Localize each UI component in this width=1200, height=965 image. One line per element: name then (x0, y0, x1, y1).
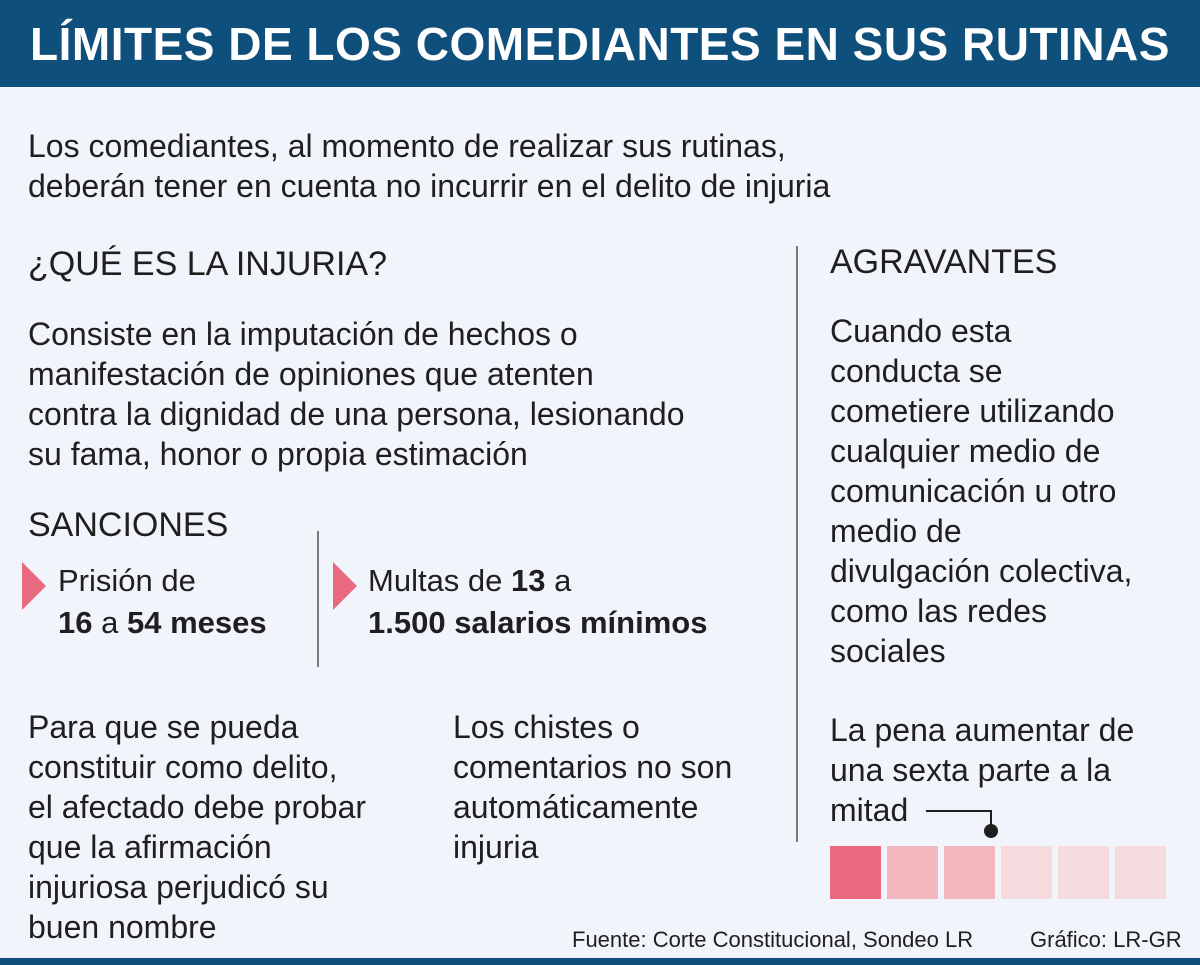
agravante-line: como las redes (830, 593, 1047, 629)
agravantes-heading: AGRAVANTES (830, 243, 1058, 281)
divider (317, 531, 319, 667)
graphic-credit: Gráfico: LR-GR (1030, 927, 1182, 952)
definition-line: su fama, honor o propia estimación (28, 436, 528, 472)
injuria-definition: Consiste en la imputación de hechos o ma… (28, 314, 788, 474)
scale-part (944, 846, 995, 899)
note-line: constituir como delito, (28, 749, 338, 785)
scale-part (1058, 846, 1109, 899)
column-divider (796, 246, 798, 842)
agravante-line: Cuando esta (830, 313, 1012, 349)
intro-line: deberán tener en cuenta no incurrir en e… (28, 168, 831, 204)
penalty-line: La pena aumentar de (830, 712, 1135, 748)
bottom-bar (0, 958, 1200, 965)
fine-from: 13 (511, 563, 546, 598)
note-line: Los chistes o (453, 709, 640, 745)
fine-sanction: Multas de 13 a 1.500 salarios mínimos (368, 560, 707, 644)
note-line: comentarios no son (453, 749, 733, 785)
penalty-line: una sexta parte a la (830, 752, 1112, 788)
intro-line: Los comediantes, al momento de realizar … (28, 128, 786, 164)
prison-prefix: Prisión de (58, 563, 196, 598)
arrow-icon (22, 562, 46, 610)
prison-from: 16 (58, 605, 93, 640)
fine-to: 1.500 salarios mínimos (368, 605, 708, 640)
agravante-line: medio de (830, 513, 962, 549)
agravante-line: comunicación u otro (830, 473, 1117, 509)
scale-part (830, 846, 881, 899)
definition-line: contra la dignidad de una persona, lesio… (28, 396, 685, 432)
note-line: el afectado debe probar (28, 789, 367, 825)
injuria-heading: ¿QUÉ ES LA INJURIA? (28, 245, 387, 283)
callout-line (990, 810, 992, 828)
arrow-icon (333, 562, 357, 610)
agravante-line: sociales (830, 633, 946, 669)
definition-line: manifestación de opiniones que atenten (28, 356, 594, 392)
callout-line (926, 810, 992, 812)
prison-to: 54 meses (126, 605, 267, 640)
agravante-line: cometiere utilizando (830, 393, 1115, 429)
source-note: Fuente: Corte Constitucional, Sondeo LR (572, 927, 974, 952)
note-line: automáticamente (453, 789, 699, 825)
prison-connector: a (101, 605, 119, 640)
prison-sanction: Prisión de 16 a 54 meses (58, 560, 267, 644)
fine-connector: a (554, 563, 572, 598)
scale-part (887, 846, 938, 899)
note-line: que la afirmación (28, 829, 272, 865)
sanciones-heading: SANCIONES (28, 506, 229, 544)
penalty-text: La pena aumentar de una sexta parte a la… (830, 710, 1190, 830)
scale-part (1115, 846, 1166, 899)
note-line: injuriosa perjudicó su (28, 869, 329, 905)
jokes-note: Los chistes o comentarios no son automát… (453, 707, 783, 867)
intro-text: Los comediantes, al momento de realizar … (28, 126, 1028, 206)
note-line: buen nombre (28, 909, 217, 945)
penalty-line: mitad (830, 792, 909, 828)
note-line: Para que se pueda (28, 709, 299, 745)
penalty-scale (830, 846, 1166, 899)
agravante-line: conducta se (830, 353, 1003, 389)
agravante-line: divulgación colectiva, (830, 553, 1133, 589)
header-banner: LÍMITES DE LOS COMEDIANTES EN SUS RUTINA… (0, 0, 1200, 87)
note-line: injuria (453, 829, 539, 865)
agravante-line: cualquier medio de (830, 433, 1101, 469)
page-title: LÍMITES DE LOS COMEDIANTES EN SUS RUTINA… (30, 17, 1170, 70)
scale-part (1001, 846, 1052, 899)
fine-prefix: Multas de (368, 563, 503, 598)
callout-dot (984, 824, 998, 838)
agravantes-text: Cuando esta conducta se cometiere utiliz… (830, 311, 1190, 671)
proof-note: Para que se pueda constituir como delito… (28, 707, 428, 947)
definition-line: Consiste en la imputación de hechos o (28, 316, 578, 352)
